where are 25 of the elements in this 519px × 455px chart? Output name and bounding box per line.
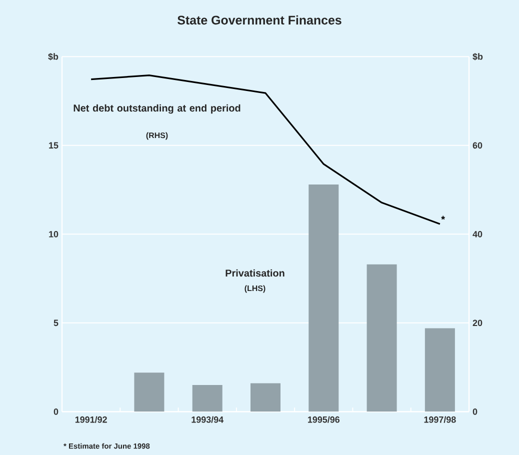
line-series — [90, 74, 441, 225]
x-tick-label: 1995/96 — [308, 416, 340, 423]
bar — [192, 385, 222, 412]
y-tick-label: $b — [48, 53, 58, 60]
bar — [424, 328, 455, 412]
text: Privatisation — [226, 269, 284, 277]
y-tick-label: 15 — [49, 142, 58, 149]
y-tick-label: 5 — [54, 320, 58, 326]
chart-title: State Government Finances — [178, 15, 342, 25]
x-tick-label: 1997/98 — [424, 416, 456, 423]
y2-tick-label: 20 — [472, 320, 482, 326]
bar — [308, 184, 339, 412]
series-label: Net debt outstanding at end period — [74, 104, 240, 114]
bar — [366, 264, 397, 412]
y2-tick-label: $b — [472, 53, 483, 60]
y2-tick-label: 60 — [472, 142, 482, 149]
y2-tick-label: 40 — [472, 231, 482, 238]
y-tick-label: 0 — [54, 408, 58, 415]
annotation: * — [441, 216, 446, 220]
bar — [134, 372, 164, 412]
bar — [250, 383, 281, 412]
y2-tick-label: 0 — [472, 408, 478, 415]
y-tick-label: 10 — [49, 231, 58, 238]
x-tick-label: 1993/94 — [192, 416, 224, 423]
x-tick-label: 1991/92 — [75, 416, 107, 423]
